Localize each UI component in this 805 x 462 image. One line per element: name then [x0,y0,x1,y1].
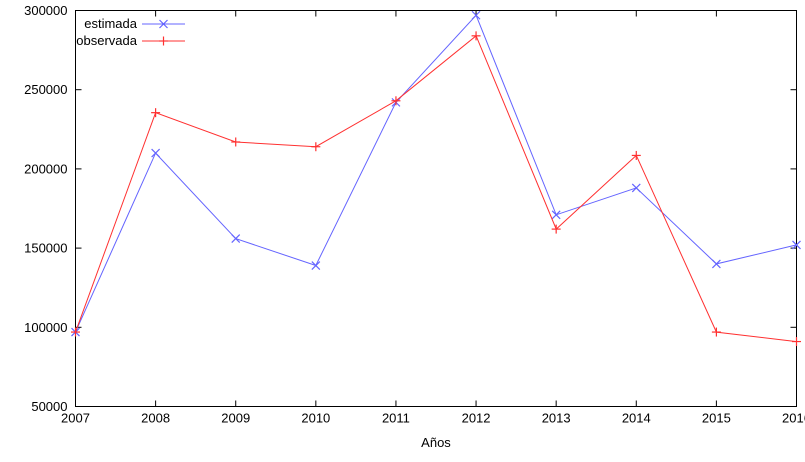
x-tick-label: 2009 [221,411,250,426]
legend-marker-observada [159,36,168,46]
data-point-observada [71,327,80,337]
marker-stroke [471,10,481,20]
x-tick-label: 2015 [702,411,731,426]
y-tick-label: 100000 [24,320,67,335]
y-tick-label: 150000 [24,241,67,256]
data-point-estimada [311,261,321,270]
data-point-estimada [471,10,481,20]
data-point-observada [631,150,641,160]
series-line-observada [75,34,797,343]
marker-stroke [792,240,801,250]
x-tick-label: 2010 [301,411,330,426]
marker-stroke [711,259,721,269]
y-tick-label: 250000 [24,82,67,97]
series-observada [71,31,801,347]
y-tick-label: 200000 [24,161,67,176]
legend: estimada observada [76,16,185,48]
x-tick-label: 2013 [542,411,571,426]
plot-frame [75,10,797,407]
legend-marker-estimada [159,19,168,29]
data-point-estimada [151,148,161,158]
data-point-observada [231,137,241,147]
data-point-estimada [792,240,801,250]
data-point-observada [792,337,801,347]
data-point-estimada [631,183,641,193]
data-point-estimada [551,210,561,220]
legend-label-observada: observada [76,33,137,48]
data-point-observada [551,224,561,234]
series-layer [71,10,801,347]
data-point-observada [471,31,481,41]
y-tick-label: 300000 [24,3,67,18]
series-line-estimada [75,14,797,333]
x-tick-label: 2012 [462,411,491,426]
y-axis: 50000 100000 150000 200000 250000 300000 [24,3,797,414]
x-tick-label: 2007 [61,411,90,426]
data-point-estimada [231,234,241,244]
data-point-observada [391,96,401,106]
marker-stroke [151,148,161,158]
data-point-observada [311,142,321,152]
y-tick-label: 50000 [31,399,67,414]
legend-label-estimada: estimada [84,16,138,31]
x-axis: 2007 2008 2009 2010 2011 2012 2013 2014 2015 2016 [61,10,805,426]
x-axis-label: Años [421,435,451,450]
marker-stroke [311,261,321,270]
x-tick-label: 2014 [622,411,651,426]
marker-stroke [631,183,641,193]
data-point-estimada [711,259,721,269]
series-estimada [71,10,801,337]
data-point-observada [711,327,721,337]
x-tick-label: 2016 [782,411,805,426]
marker-stroke [231,234,241,244]
data-point-observada [151,108,161,118]
marker-stroke [159,19,168,29]
marker-stroke [551,210,561,220]
x-tick-label: 2008 [141,411,170,426]
x-tick-label: 2011 [382,411,410,426]
